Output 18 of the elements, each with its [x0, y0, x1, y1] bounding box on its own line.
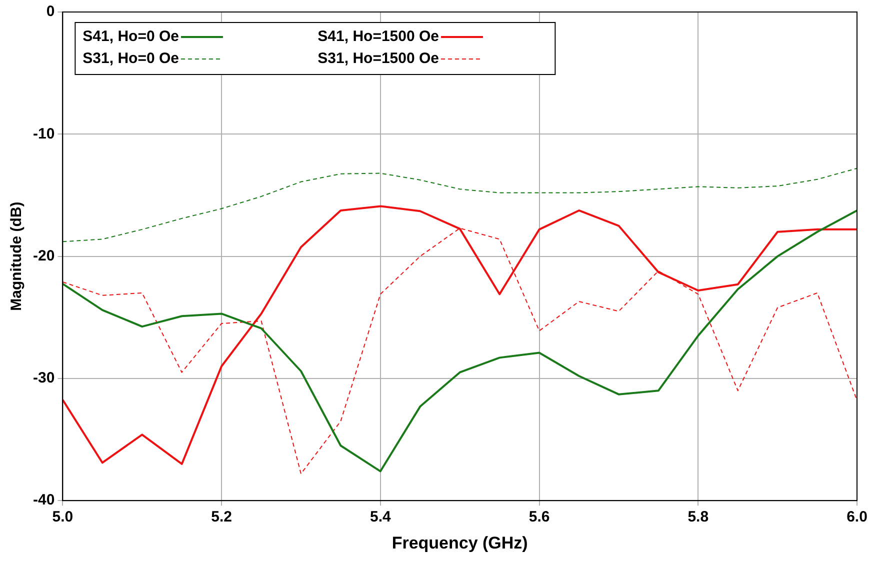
- legend-label: S41, Ho=0 Oe: [82, 28, 179, 46]
- y-axis-title: Magnitude (dB): [8, 202, 26, 311]
- legend-label: S31, Ho=0 Oe: [82, 50, 179, 68]
- line-series: [62, 168, 857, 242]
- x-tick-label: 5.6: [528, 508, 550, 526]
- legend-label: S31, Ho=1500 Oe: [318, 50, 440, 68]
- x-tick-label: 5.8: [688, 508, 709, 526]
- legend-label: S41, Ho=1500 Oe: [318, 28, 440, 46]
- y-tick-label: -40: [32, 492, 55, 509]
- x-tick-label: 5.2: [211, 508, 232, 526]
- y-tick-label: 0: [46, 3, 55, 20]
- y-tick-label: -10: [32, 125, 55, 142]
- x-tick-label: 5.0: [52, 508, 74, 526]
- x-axis-title: Frequency (GHz): [392, 533, 528, 552]
- y-tick-label: -30: [32, 370, 55, 387]
- x-tick-label: 6.0: [846, 508, 868, 526]
- x-tick-label: 5.4: [370, 508, 392, 526]
- y-tick-label: -20: [32, 247, 55, 264]
